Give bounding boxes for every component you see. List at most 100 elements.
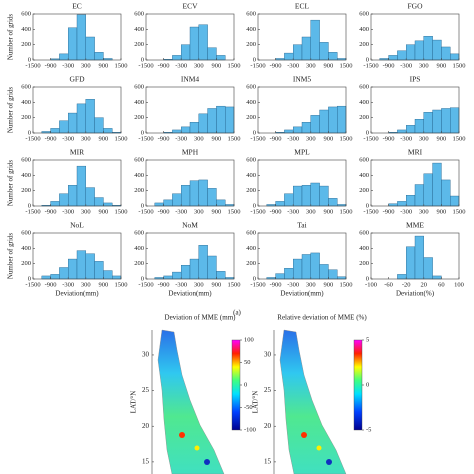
y-tick-label: 0 — [253, 129, 256, 136]
bar — [111, 275, 122, 280]
bar — [198, 24, 208, 61]
x-tick-label: 60 — [438, 281, 445, 288]
x-tick-label: 300 — [306, 208, 316, 215]
x-tick-label: -1500 — [250, 281, 265, 288]
x-tick-label: -300 — [175, 281, 187, 288]
bar — [423, 173, 433, 207]
x-tick-label: 900 — [324, 62, 334, 69]
x-tick-label: 1500 — [453, 208, 466, 215]
y-tick-label: 0 — [253, 202, 256, 209]
y-tick-label: 0 — [141, 129, 144, 136]
plot-frame — [370, 159, 460, 207]
bar — [94, 261, 104, 280]
y-tick-label: 200 — [21, 260, 31, 267]
y-axis-label: Number of grids — [7, 14, 15, 61]
bar — [59, 120, 69, 134]
bar — [414, 235, 425, 280]
bar — [103, 128, 113, 134]
y-tick-label: 0 — [28, 56, 31, 63]
x-tick-label: 1500 — [340, 62, 353, 69]
y-tick-label: 600 — [246, 10, 256, 17]
plot-frame — [257, 86, 347, 134]
x-tick-label: -900 — [270, 135, 282, 142]
plot-frame — [370, 86, 460, 134]
y-tick-label: 400 — [21, 99, 31, 106]
plot-frame — [145, 13, 235, 61]
x-tick-label: 300 — [419, 208, 429, 215]
x-tick-label: -1500 — [25, 281, 40, 288]
bar — [388, 55, 398, 61]
bar — [319, 264, 329, 280]
bar — [180, 44, 191, 61]
x-tick-label: -300 — [287, 281, 299, 288]
y-tick-label: 0 — [28, 275, 31, 282]
bar — [432, 275, 442, 280]
x-tick-label: -1500 — [363, 208, 378, 215]
bar — [319, 185, 329, 207]
bar — [301, 254, 312, 280]
x-tick-label: -300 — [400, 208, 412, 215]
bar — [198, 113, 208, 134]
plot-frame — [370, 232, 460, 280]
x-axis-label: Deviation(mm) — [168, 290, 212, 298]
x-tick-label: 1500 — [115, 135, 128, 142]
bar — [275, 201, 285, 207]
bar — [414, 118, 425, 134]
bar — [198, 179, 208, 207]
x-tick-label: 300 — [81, 208, 91, 215]
x-tick-label: -900 — [158, 62, 170, 69]
bar — [67, 27, 78, 61]
y-tick-label: 400 — [21, 245, 31, 252]
map-shape — [157, 329, 225, 474]
x-tick-label: -1500 — [363, 135, 378, 142]
y-tick-label: 600 — [359, 83, 369, 90]
bar — [94, 117, 104, 134]
x-tick-label: 900 — [212, 208, 222, 215]
bar — [76, 250, 87, 280]
colorbar-tick-label: 0 — [244, 381, 247, 388]
y-tick-label: 20 — [142, 422, 150, 430]
y-tick-label: 0 — [366, 129, 369, 136]
bar — [85, 187, 95, 207]
y-tick-label: 400 — [246, 245, 256, 252]
x-tick-label: 900 — [324, 281, 334, 288]
y-tick-label: 15 — [264, 457, 272, 465]
colorbar-tick-label: 5 — [366, 336, 369, 343]
x-tick-label: -1500 — [138, 135, 153, 142]
y-tick-label: 0 — [28, 129, 31, 136]
bar — [189, 122, 200, 134]
x-tick-label: 20 — [421, 281, 428, 288]
y-tick-label: 0 — [141, 202, 144, 209]
x-tick-label: -900 — [383, 135, 395, 142]
y-tick-label: 200 — [246, 260, 256, 267]
chart-title: NoL — [70, 221, 84, 230]
x-tick-label: -900 — [45, 208, 57, 215]
colorbar-tick-label: 50 — [244, 359, 251, 366]
x-tick-label: -1500 — [25, 135, 40, 142]
x-tick-label: -300 — [400, 135, 412, 142]
bar — [284, 129, 294, 134]
colorbar — [231, 339, 241, 431]
bar — [172, 271, 182, 280]
bar — [397, 129, 407, 134]
y-axis-label: LAT/°N — [252, 391, 260, 414]
bar — [59, 267, 69, 280]
x-tick-label: 900 — [99, 62, 109, 69]
x-tick-label: 300 — [194, 62, 204, 69]
bar — [172, 129, 182, 134]
x-tick-label: -60 — [384, 281, 393, 288]
y-tick-label: 0 — [366, 275, 369, 282]
bar — [310, 19, 320, 61]
chart-title: FGO — [407, 2, 423, 11]
x-tick-label: -1500 — [25, 208, 40, 215]
bar — [76, 14, 87, 61]
y-tick-label: 600 — [134, 229, 144, 236]
bar — [397, 274, 407, 280]
plot-frame — [257, 13, 347, 61]
bar — [293, 126, 303, 134]
chart-title: GFD — [69, 75, 85, 84]
x-tick-label: -1500 — [250, 208, 265, 215]
y-tick-label: 200 — [134, 41, 144, 48]
y-tick-label: 0 — [141, 275, 144, 282]
chart-title: MIR — [70, 148, 84, 157]
